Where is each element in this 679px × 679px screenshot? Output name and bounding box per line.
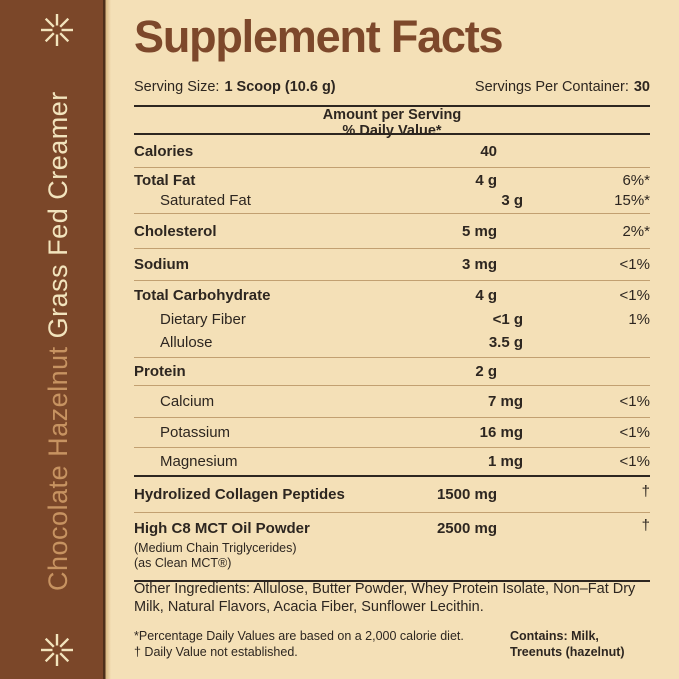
fat-group: Total Fat 4 g 6%* Saturated Fat 3 g 15%*: [134, 167, 650, 213]
table-row: Dietary Fiber <1 g 1%: [160, 310, 650, 328]
page-title: Supplement Facts: [134, 11, 504, 62]
cholesterol-group: Cholesterol 5 mg 2%*: [134, 213, 650, 248]
magnesium-group: Magnesium 1 mg <1%: [134, 447, 650, 475]
table-row: Allulose 3.5 g: [160, 333, 523, 351]
table-row: Total Carbohydrate 4 g <1%: [134, 287, 650, 305]
asterisk-star-icon: [41, 14, 73, 46]
other-ingredients-text: Other Ingredients: Allulose, Butter Powd…: [134, 581, 636, 615]
table-row: High C8 MCT Oil Powder (Medium Chain Tri…: [134, 517, 650, 570]
table-row: Total Fat 4 g 6%*: [134, 171, 650, 189]
supplement-facts-table: Amount per Serving % Daily Value* Calori…: [134, 105, 650, 582]
daily-value-footnotes: *Percentage Daily Values are based on a …: [134, 629, 464, 660]
table-header-row: Amount per Serving % Daily Value*: [134, 107, 650, 139]
footnote-percent: *Percentage Daily Values are based on a …: [134, 629, 464, 643]
calories-group: Calories 40: [134, 133, 650, 167]
protein-group: Protein 2 g: [134, 357, 650, 385]
mct-subnote: (Medium Chain Triglycerides): [134, 541, 297, 555]
sidebar-panel: [0, 0, 105, 679]
footnote-dagger: † Daily Value not established.: [134, 644, 298, 659]
table-row: Hydrolized Collagen Peptides 1500 mg †: [134, 483, 650, 503]
servings-per-container: Servings Per Container: 30: [474, 79, 650, 95]
table-row: Saturated Fat 3 g 15%*: [160, 192, 650, 210]
daily-value-header: % Daily Value*: [342, 123, 442, 139]
supplement-facts-label: Supplement Facts Serving Size: 1 Scoop (…: [111, 0, 679, 679]
table-row: Sodium 3 mg <1%: [134, 256, 650, 273]
serving-size: Serving Size: 1 Scoop (10.6 g): [134, 79, 336, 95]
table-row: Cholesterol 5 mg 2%*: [134, 222, 650, 240]
table-row: Calories 40: [134, 142, 497, 160]
sidebar-edge-divider: [103, 0, 112, 679]
vertical-product-name: Chocolate Hazelnut Grass Fed Creamer: [41, 91, 75, 591]
table-row: Calcium 7 mg <1%: [160, 393, 650, 410]
mct-subnote: (as Clean MCT®): [134, 556, 232, 570]
table-row: Potassium 16 mg <1%: [160, 424, 650, 441]
table-row: Protein 2 g: [134, 363, 497, 380]
potassium-group: Potassium 16 mg <1%: [134, 417, 650, 447]
table-row: Magnesium 1 mg <1%: [160, 453, 650, 470]
amount-header: Amount per Serving: [322, 107, 462, 123]
serving-info-row: Serving Size: 1 Scoop (10.6 g) Servings …: [134, 79, 650, 95]
mct-group: High C8 MCT Oil Powder (Medium Chain Tri…: [134, 512, 650, 580]
allergen-statement: Contains: Milk, Treenuts (hazelnut): [510, 629, 625, 659]
collagen-group: Hydrolized Collagen Peptides 1500 mg †: [134, 475, 650, 512]
flavor-name: Chocolate Hazelnut: [43, 346, 73, 591]
calcium-group: Calcium 7 mg <1%: [134, 385, 650, 417]
product-name: Grass Fed Creamer: [43, 91, 73, 339]
sodium-group: Sodium 3 mg <1%: [134, 248, 650, 280]
carbohydrate-group: Total Carbohydrate 4 g <1% Dietary Fiber…: [134, 280, 650, 357]
asterisk-star-icon: [41, 634, 73, 666]
